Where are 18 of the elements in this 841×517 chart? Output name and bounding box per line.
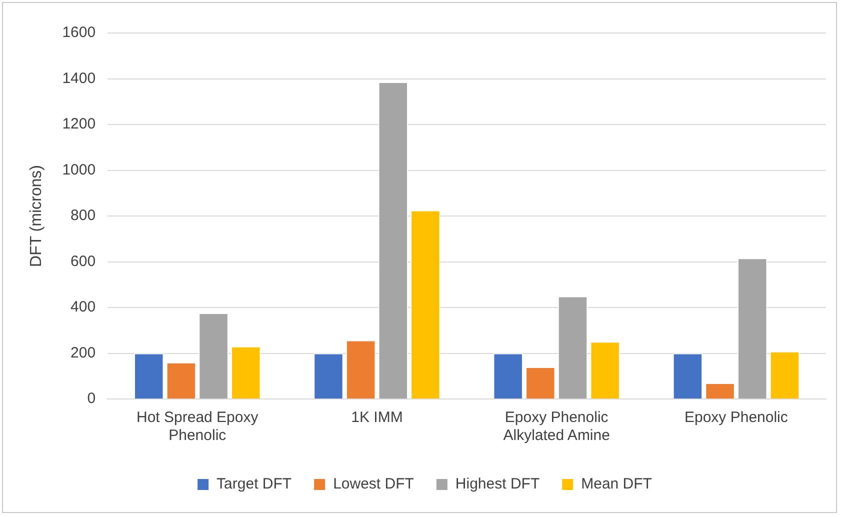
- legend-label: Target DFT: [216, 476, 292, 493]
- y-tick-label: 400: [70, 298, 96, 316]
- y-axis-title: DFT (microns): [28, 165, 46, 267]
- y-tick-label: 200: [70, 344, 96, 362]
- y-tick-label: 1400: [62, 70, 96, 87]
- x-tick-label: 1K IMM: [351, 409, 403, 426]
- y-tick-label: 800: [70, 207, 96, 224]
- y-tick-label: 0: [87, 390, 96, 408]
- y-tick-label: 600: [70, 252, 96, 270]
- y-tick-label: 1000: [62, 161, 96, 178]
- x-tick-label: Hot Spread Epoxy Phenolic: [136, 409, 259, 444]
- legend-label: Lowest DFT: [333, 476, 414, 493]
- x-tick-label: Epoxy Phenolic: [684, 409, 788, 426]
- x-tick-label: Epoxy Phenolic Alkylated Amine: [503, 409, 610, 444]
- legend-label: Mean DFT: [581, 476, 652, 493]
- y-tick-label: 1200: [62, 116, 96, 133]
- y-tick-label: 1600: [62, 24, 96, 42]
- legend-label: Highest DFT: [455, 476, 540, 493]
